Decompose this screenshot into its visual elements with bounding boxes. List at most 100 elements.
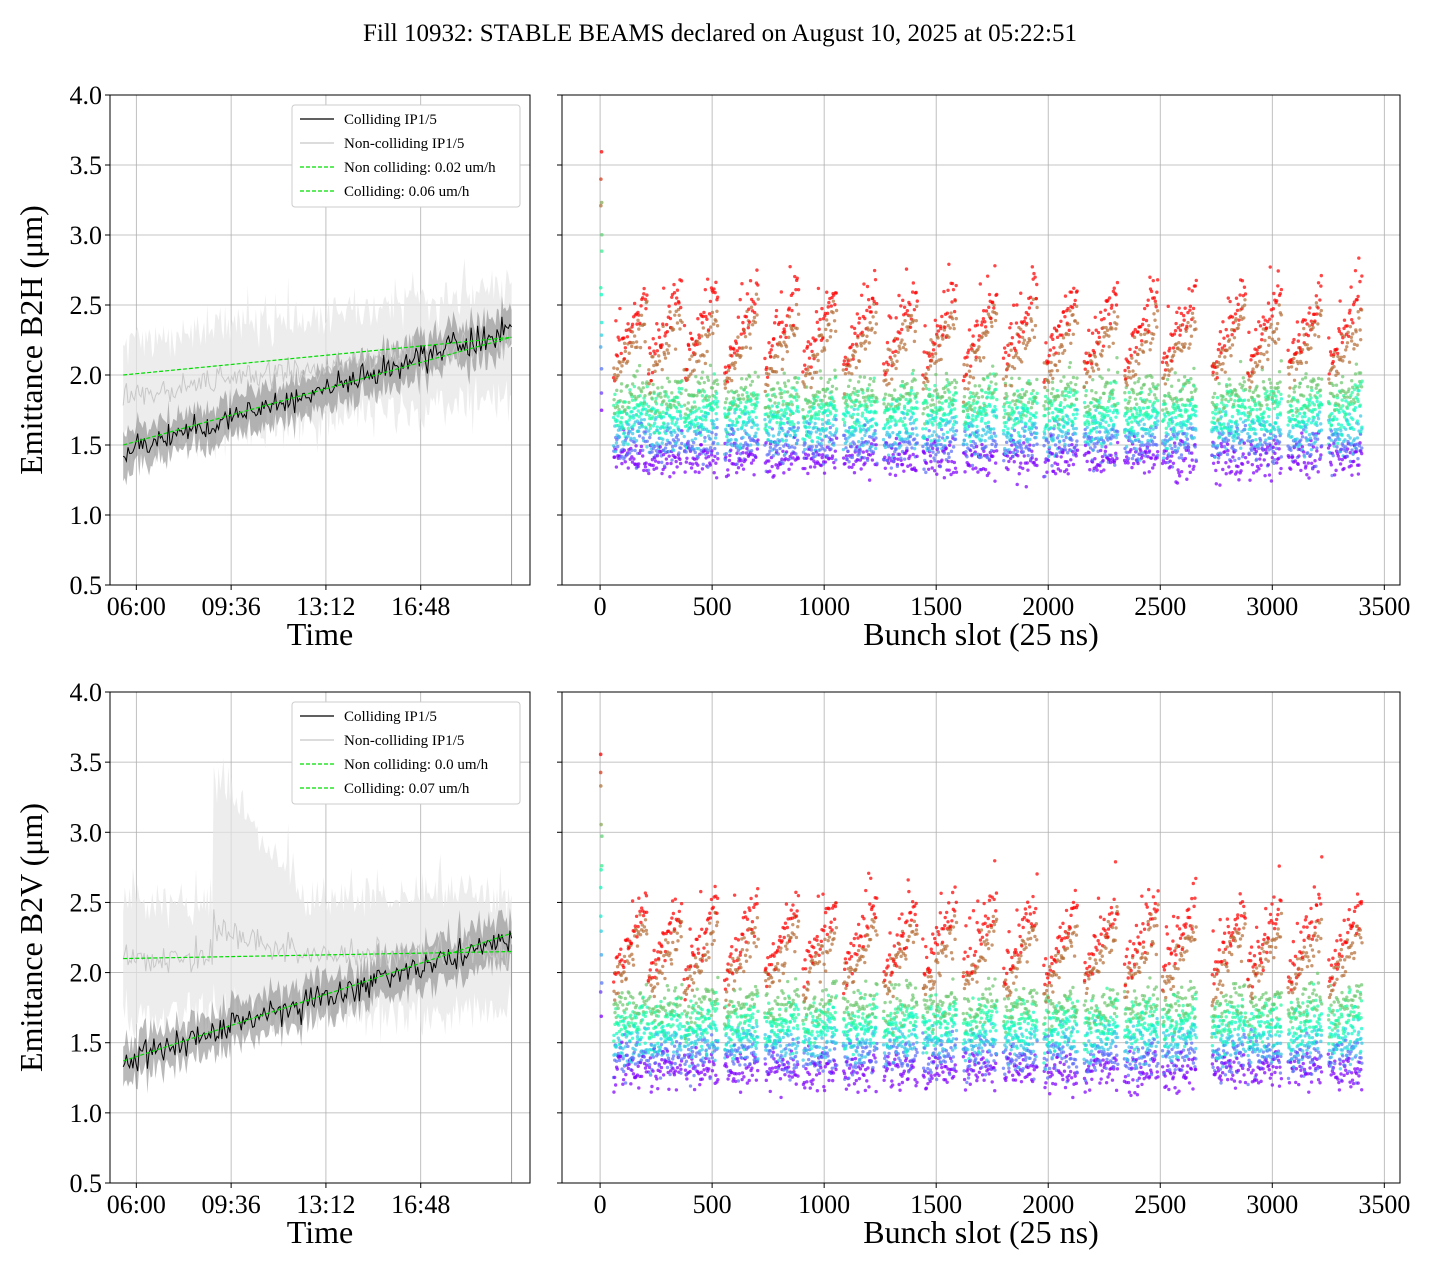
- bunch-point: [793, 433, 798, 438]
- bunch-point: [741, 346, 745, 350]
- bunch-point: [1061, 336, 1066, 340]
- bunch-point: [755, 396, 759, 401]
- bunch-point: [828, 377, 832, 382]
- bunch-point: [894, 422, 898, 427]
- bunch-point: [796, 456, 801, 461]
- bunch-point: [654, 415, 658, 420]
- bunch-point: [666, 395, 670, 399]
- bunch-point: [953, 385, 957, 390]
- bunch-point: [1019, 360, 1024, 364]
- bunch-point: [615, 354, 620, 358]
- bunch-point: [912, 437, 917, 441]
- bunch-point: [1002, 458, 1006, 463]
- bunch-point: [982, 355, 986, 360]
- bunch-point: [1029, 405, 1034, 410]
- bunch-point: [1140, 322, 1145, 327]
- bunch-point: [1015, 389, 1020, 393]
- bunch-point: [629, 344, 634, 349]
- bunch-point: [1009, 417, 1013, 421]
- bunch-point: [661, 437, 665, 441]
- bunch-point: [1150, 432, 1155, 437]
- bunch-point: [1109, 306, 1114, 310]
- bunch-point: [1035, 377, 1039, 382]
- bunch-point: [1035, 431, 1039, 436]
- bunch-point: [726, 390, 731, 394]
- bunch-point: [883, 426, 887, 430]
- bunch-point: [1183, 456, 1188, 461]
- bunch-point: [1231, 402, 1236, 407]
- bunch-point: [1178, 328, 1183, 332]
- bunch-point: [657, 328, 661, 332]
- bunch-point: [1238, 417, 1243, 421]
- bunch-point: [743, 458, 748, 462]
- bunch-point: [951, 323, 956, 327]
- bunch-point: [765, 375, 770, 379]
- bunch-point: [795, 326, 799, 331]
- bunch-point: [679, 446, 683, 450]
- bunch-point: [786, 430, 790, 434]
- bunch-point: [969, 404, 973, 408]
- bunch-point: [1062, 348, 1067, 353]
- bunch-point: [1123, 391, 1127, 395]
- bunch-point: [675, 395, 680, 400]
- bunch-point: [780, 457, 784, 461]
- bunch-point: [1035, 391, 1039, 396]
- bunch-point: [863, 399, 867, 403]
- bunch-point: [784, 411, 789, 415]
- bunch-point: [845, 456, 849, 461]
- bunch-point: [1105, 406, 1110, 410]
- bunch-point: [672, 416, 677, 420]
- bunch-point: [651, 463, 655, 468]
- bunch-point: [826, 418, 831, 423]
- bunch-point: [673, 430, 677, 434]
- bunch-point: [714, 396, 718, 400]
- bunch-point: [648, 426, 653, 431]
- bunch-point: [1142, 422, 1146, 427]
- bunch-point: [786, 335, 791, 340]
- bunch-point: [832, 443, 836, 447]
- bunch-point: [790, 328, 795, 332]
- bunch-point: [823, 460, 828, 464]
- bunch-point: [748, 383, 753, 387]
- bunch-point: [1028, 295, 1033, 299]
- bunch-point: [931, 423, 935, 427]
- bunch-point: [652, 390, 656, 394]
- bunch-point: [668, 316, 673, 321]
- bunch-point: [1019, 461, 1023, 465]
- bunch-point: [1042, 404, 1046, 408]
- bunch-point: [784, 335, 788, 340]
- bunch-point: [723, 406, 727, 410]
- bunch-point: [947, 335, 951, 339]
- bunch-point: [1139, 332, 1143, 337]
- bunch-point: [777, 320, 782, 325]
- bunch-point: [769, 409, 773, 413]
- bunch-point: [1074, 382, 1078, 387]
- bunch-point: [1242, 303, 1247, 307]
- bunch-point: [961, 409, 966, 414]
- bunch-point: [1021, 341, 1026, 345]
- bunch-point: [942, 476, 947, 480]
- bunch-point: [1162, 351, 1167, 355]
- bunch-point: [795, 398, 799, 402]
- bunch-point: [634, 444, 638, 448]
- bunch-point: [850, 455, 855, 460]
- bunch-point: [781, 402, 785, 407]
- bunch-point: [654, 342, 658, 346]
- bunch-point: [665, 461, 669, 466]
- bunch-point: [929, 338, 933, 342]
- bunch-point: [825, 387, 829, 391]
- bunch-point: [774, 314, 778, 319]
- bunch-point: [901, 395, 906, 399]
- bunch-point: [1007, 459, 1011, 464]
- bunch-point: [736, 465, 741, 470]
- bunch-point: [688, 331, 693, 336]
- bunch-point: [815, 320, 820, 325]
- bunch-point: [1128, 395, 1132, 400]
- bunch-point: [974, 444, 979, 449]
- bunch-point: [701, 314, 705, 319]
- bunch-point: [1114, 415, 1118, 419]
- bunch-point: [1136, 352, 1140, 357]
- bunch-point: [947, 404, 951, 409]
- bunch-point: [980, 434, 984, 438]
- bunch-point: [885, 368, 890, 373]
